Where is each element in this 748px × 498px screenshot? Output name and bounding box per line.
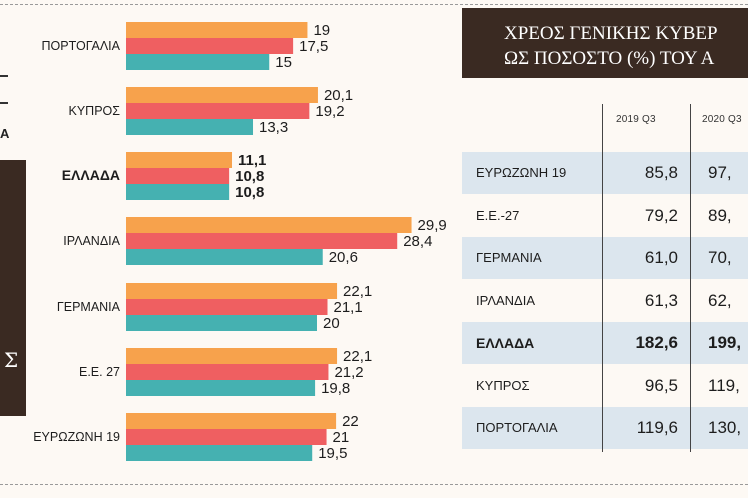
bar-value-label: 13,3	[259, 119, 288, 136]
bar-value-label: 29,9	[418, 217, 447, 234]
table-row: ΕΛΛΑΔΑ 182,6 199,	[462, 322, 748, 364]
row-name: ΕΥΡΩΖΩΝΗ 19	[476, 165, 567, 180]
table-row: Ε.Ε.-27 79,2 89,	[462, 195, 748, 237]
bar-value-label: 21	[333, 429, 350, 446]
category-label: ΕΥΡΩΖΩΝΗ 19	[33, 430, 120, 444]
bar-value-label: 21,1	[334, 299, 363, 316]
table-header: ΧΡΕΟΣ ΓΕΝΙΚΗΣ ΚΥΒΕΡ ΩΣ ΠΟΣΟΣΤΟ (%) ΤΟΥ Α	[462, 8, 748, 78]
bar-series-orange	[126, 283, 338, 299]
row-value-2020: 199,	[708, 333, 742, 352]
bar-value-label: 19,2	[315, 103, 344, 120]
category-label: ΚΥΠΡΟΣ	[69, 104, 121, 118]
row-value-2020: 119,	[708, 375, 740, 395]
row-name: Ε.Ε.-27	[476, 207, 520, 223]
bar-series-red	[126, 233, 398, 249]
bar-value-label: 19	[313, 22, 330, 39]
row-value-2019: 61,0	[644, 248, 678, 267]
legend-tick	[0, 102, 8, 104]
row-value-2019: 119,6	[636, 418, 678, 437]
table-title-line2: ΩΣ ΠΟΣΟΣΤΟ (%) ΤΟΥ Α	[504, 48, 715, 69]
bar-value-label: 19,5	[318, 445, 347, 462]
table-row: ΓΕΡΜΑΝΙΑ 61,0 70,	[462, 237, 748, 279]
row-value-2020: 70,	[708, 248, 732, 267]
bar-value-label: 10,8	[235, 168, 264, 185]
legend-tick	[0, 75, 8, 77]
column-divider	[602, 104, 603, 452]
bar-value-label: 22,1	[343, 283, 372, 300]
column-divider	[690, 104, 691, 452]
bar-series-teal	[126, 54, 270, 70]
bar-value-label: 20,1	[324, 87, 353, 104]
bar-series-red	[126, 429, 327, 445]
bar-value-label: 20	[323, 315, 340, 332]
row-name: ΙΡΛΑΝΔΙΑ	[476, 292, 536, 308]
bar-series-teal	[126, 315, 317, 331]
bar-value-label: 20,6	[329, 249, 358, 266]
bar-value-label: 22,1	[343, 348, 372, 365]
debt-table-panel: ΧΡΕΟΣ ΓΕΝΙΚΗΣ ΚΥΒΕΡ ΩΣ ΠΟΣΟΣΤΟ (%) ΤΟΥ Α…	[462, 8, 748, 478]
category-label: Ε.Ε. 27	[79, 365, 120, 379]
row-name: ΚΥΠΡΟΣ	[476, 377, 530, 393]
bar-series-teal	[126, 119, 254, 135]
bar-series-orange	[126, 87, 318, 103]
column-header: 2019 Q3	[616, 114, 656, 125]
row-value-2019: 182,6	[635, 333, 678, 352]
bar-value-label: 10,8	[235, 184, 264, 201]
row-value-2019: 85,8	[644, 163, 678, 182]
legend-mark: A	[0, 126, 10, 141]
row-value-2020: 130,	[708, 418, 742, 437]
bar-value-label: 11,1	[238, 152, 266, 169]
table-row: ΕΥΡΩΖΩΝΗ 19 85,8 97,	[462, 152, 748, 194]
category-label: ΕΛΛΑΔΑ	[62, 167, 120, 183]
bar-series-orange	[126, 217, 412, 233]
bar-series-teal	[126, 184, 230, 200]
left-partial-char: Σ	[4, 348, 19, 372]
bar-series-red	[126, 364, 329, 380]
bar-series-red	[126, 168, 230, 184]
table-title-line1: ΧΡΕΟΣ ΓΕΝΙΚΗΣ ΚΥΒΕΡ	[504, 23, 718, 44]
row-value-2020: 62,	[708, 290, 732, 310]
row-value-2020: 89,	[708, 205, 732, 225]
bar-value-label: 28,4	[403, 233, 432, 250]
row-value-2020: 97,	[708, 163, 732, 182]
bar-series-orange	[126, 413, 337, 429]
category-label: ΙΡΛΑΝΔΙΑ	[63, 234, 120, 248]
bar-series-orange	[126, 22, 308, 38]
row-value-2019: 79,2	[644, 205, 678, 225]
row-value-2019: 96,5	[644, 375, 678, 395]
bar-series-red	[126, 299, 328, 315]
bar-series-red	[126, 103, 310, 119]
row-name: ΕΛΛΑΔΑ	[476, 335, 535, 351]
dashed-border-top	[0, 4, 748, 5]
bar-series-red	[126, 38, 294, 54]
bar-series-teal	[126, 380, 316, 396]
row-value-2019: 61,3	[644, 290, 678, 310]
bar-value-label: 21,2	[334, 364, 363, 381]
bar-series-teal	[126, 445, 313, 461]
table-title: ΧΡΕΟΣ ΓΕΝΙΚΗΣ ΚΥΒΕΡ ΩΣ ΠΟΣΟΣΤΟ (%) ΤΟΥ Α	[504, 21, 748, 71]
bar-value-label: 17,5	[299, 38, 328, 55]
bar-series-orange	[126, 152, 233, 168]
bar-value-label: 19,8	[321, 380, 350, 397]
bar-value-label: 15	[275, 54, 292, 71]
table-row: ΙΡΛΑΝΔΙΑ 61,3 62,	[462, 280, 748, 322]
dashed-border-bottom	[0, 484, 748, 485]
left-dark-panel: Σ	[0, 160, 26, 416]
table-row: ΠΟΡΤΟΓΑΛΙΑ 119,6 130,	[462, 407, 748, 449]
row-name: ΓΕΡΜΑΝΙΑ	[476, 250, 542, 265]
bar-series-orange	[126, 348, 338, 364]
table-row: ΚΥΠΡΟΣ 96,5 119,	[462, 365, 748, 407]
row-name: ΠΟΡΤΟΓΑΛΙΑ	[476, 420, 558, 435]
category-label: ΓΕΡΜΑΝΙΑ	[57, 300, 121, 314]
category-label: ΠΟΡΤΟΓΑΛΙΑ	[42, 39, 121, 53]
bar-value-label: 22	[342, 413, 359, 430]
bar-series-teal	[126, 249, 323, 265]
column-header: 2020 Q3	[702, 114, 742, 125]
